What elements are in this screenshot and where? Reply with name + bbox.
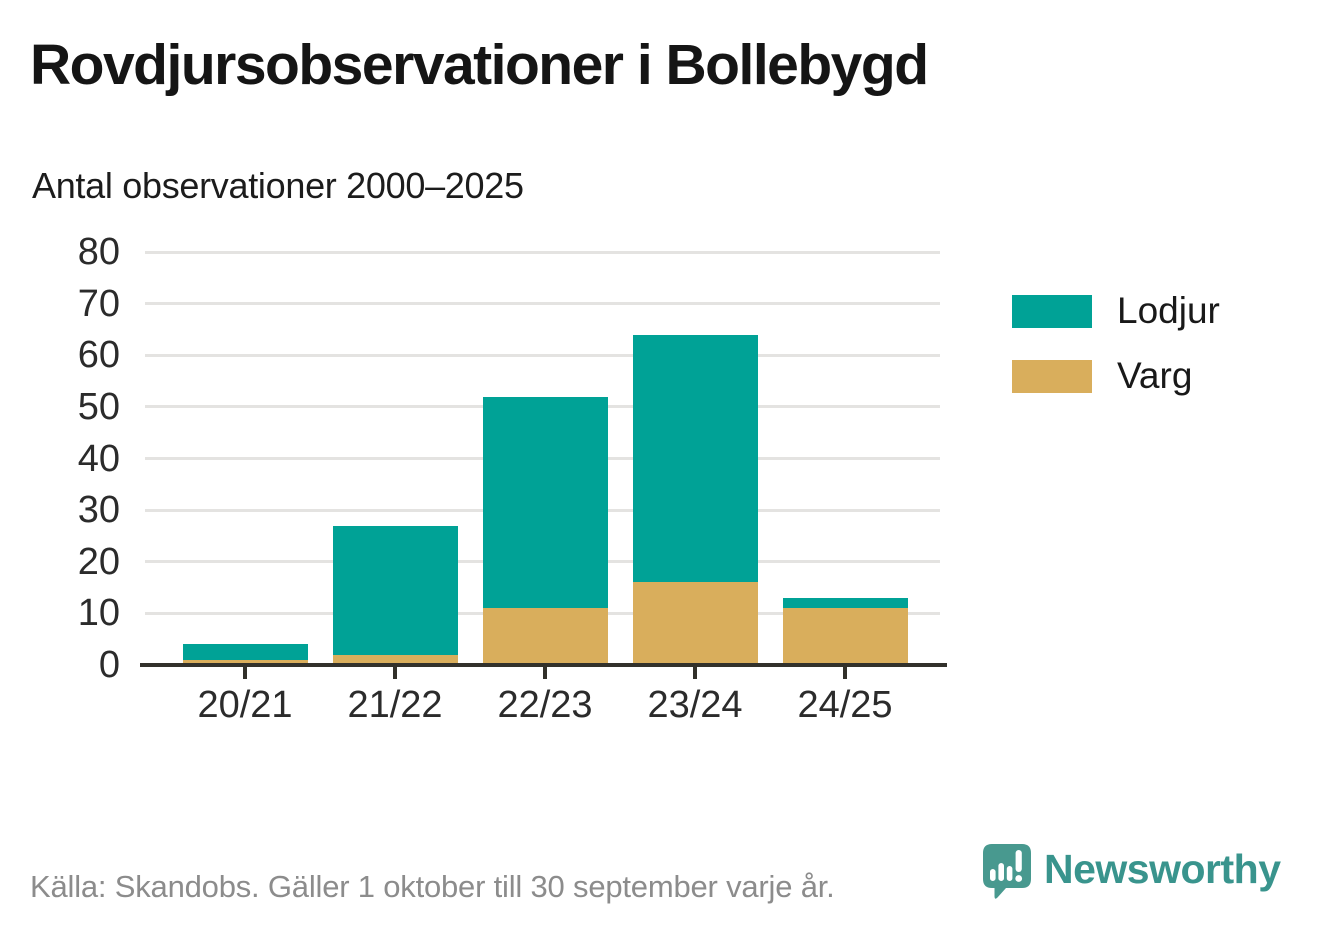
newsworthy-wordmark: Newsworthy <box>1044 845 1281 892</box>
x-axis-label-20/21: 20/21 <box>197 684 293 726</box>
bar-segment-varg-23/24 <box>632 582 758 665</box>
bar-segment-varg-20/21 <box>182 659 308 665</box>
source-note: Källa: Skandobs. Gäller 1 oktober till 3… <box>30 869 835 904</box>
bar-segment-lodjur-22/23 <box>482 396 608 609</box>
gridline-80 <box>145 250 940 254</box>
y-axis-label-60: 60 <box>77 334 120 377</box>
bar-segment-lodjur-20/21 <box>182 644 308 660</box>
x-axis-tick-22/23 <box>543 667 547 679</box>
y-axis-label-40: 40 <box>77 437 120 480</box>
bar-segment-varg-22/23 <box>482 608 608 665</box>
bar-segment-lodjur-23/24 <box>632 334 758 583</box>
plot-area <box>140 250 947 679</box>
x-axis-tick-24/25 <box>843 667 847 679</box>
y-axis-label-0: 0 <box>98 644 120 686</box>
x-axis-tick-20/21 <box>243 667 247 679</box>
legend-swatch-varg <box>1012 359 1092 393</box>
y-axis-label-80: 80 <box>77 231 120 273</box>
y-axis-label-70: 70 <box>77 282 120 325</box>
bar-segment-varg-24/25 <box>782 608 908 665</box>
bar-group-21/22 <box>332 525 458 665</box>
x-axis-label-23/24: 23/24 <box>647 684 743 726</box>
legend-item-lodjur: Lodjur <box>1012 290 1220 332</box>
x-axis-tick-21/22 <box>393 667 397 679</box>
newsworthy-logo-icon <box>983 844 1031 899</box>
bar-group-20/21 <box>182 644 308 665</box>
y-axis-label-10: 10 <box>77 592 120 635</box>
legend-label-lodjur: Lodjur <box>1117 290 1220 331</box>
newsworthy-logo[interactable]: Newsworthy <box>982 843 1281 901</box>
bar-group-24/25 <box>782 597 908 665</box>
y-axis: 0 10 20 30 40 50 60 70 80 <box>0 231 120 686</box>
legend: Lodjur Varg <box>1012 290 1220 397</box>
x-axis-tick-23/24 <box>693 667 697 679</box>
y-axis-label-20: 20 <box>77 540 120 583</box>
gridline-70 <box>145 302 940 306</box>
legend-swatch-lodjur <box>1012 294 1092 328</box>
bar-segment-lodjur-24/25 <box>782 597 908 609</box>
x-axis-label-21/22: 21/22 <box>347 684 443 726</box>
x-axis-label-24/25: 24/25 <box>797 684 893 726</box>
y-axis-label-30: 30 <box>77 489 120 532</box>
gridline-60 <box>145 353 940 357</box>
page-title: Rovdjursobservationer i Bollebygd <box>30 33 929 97</box>
y-axis-label-50: 50 <box>77 385 120 428</box>
bar-group-22/23 <box>482 396 608 665</box>
bar-segment-varg-21/22 <box>332 654 458 665</box>
x-axis-line <box>140 663 947 667</box>
legend-item-varg: Varg <box>1012 355 1220 397</box>
legend-label-varg: Varg <box>1117 355 1193 396</box>
x-axis-label-22/23: 22/23 <box>497 684 593 726</box>
x-axis: 20/21 21/22 22/23 23/24 24/25 <box>145 684 940 734</box>
bar-segment-lodjur-21/22 <box>332 525 458 655</box>
bar-group-23/24 <box>632 334 758 665</box>
chart-subtitle: Antal observationer 2000–2025 <box>32 165 524 206</box>
